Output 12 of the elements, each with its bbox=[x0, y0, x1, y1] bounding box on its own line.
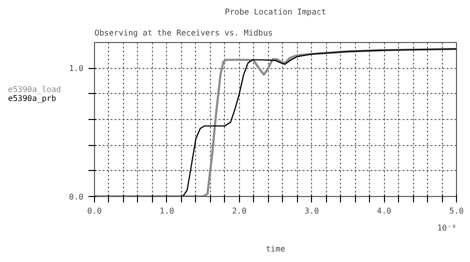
x-tick-label: 5.0 bbox=[449, 206, 464, 216]
x-tick-label: 4.0 bbox=[376, 206, 392, 216]
x-tick-label: 0.0 bbox=[87, 206, 102, 216]
text: e5390a_prb bbox=[8, 94, 58, 103]
x-axis-title: time bbox=[266, 244, 286, 254]
x-tick-label: 3.0 bbox=[304, 206, 320, 216]
text: 10⁻⁹ bbox=[437, 224, 456, 232]
text: e5390a_load bbox=[8, 85, 61, 94]
x-tick-label: 2.0 bbox=[232, 206, 247, 216]
chart-title: Probe Location Impact bbox=[224, 8, 326, 16]
x-tick-label: 1.0 bbox=[160, 206, 174, 216]
chart-subtitle: Observing at the Receivers vs. Midbus bbox=[94, 28, 273, 38]
